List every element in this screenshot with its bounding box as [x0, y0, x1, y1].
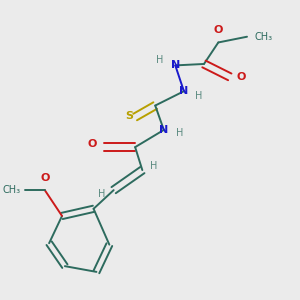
Text: O: O: [87, 139, 96, 149]
Text: H: H: [98, 190, 106, 200]
Text: N: N: [179, 86, 188, 96]
Text: N: N: [159, 125, 169, 135]
Text: O: O: [214, 25, 223, 35]
Text: O: O: [40, 173, 50, 183]
Text: CH₃: CH₃: [2, 185, 20, 195]
Text: S: S: [125, 111, 134, 121]
Text: H: H: [150, 161, 158, 171]
Text: H: H: [195, 91, 202, 100]
Text: N: N: [171, 60, 180, 70]
Text: H: H: [176, 128, 183, 138]
Text: O: O: [237, 72, 246, 82]
Text: H: H: [156, 55, 163, 65]
Text: CH₃: CH₃: [254, 32, 272, 42]
